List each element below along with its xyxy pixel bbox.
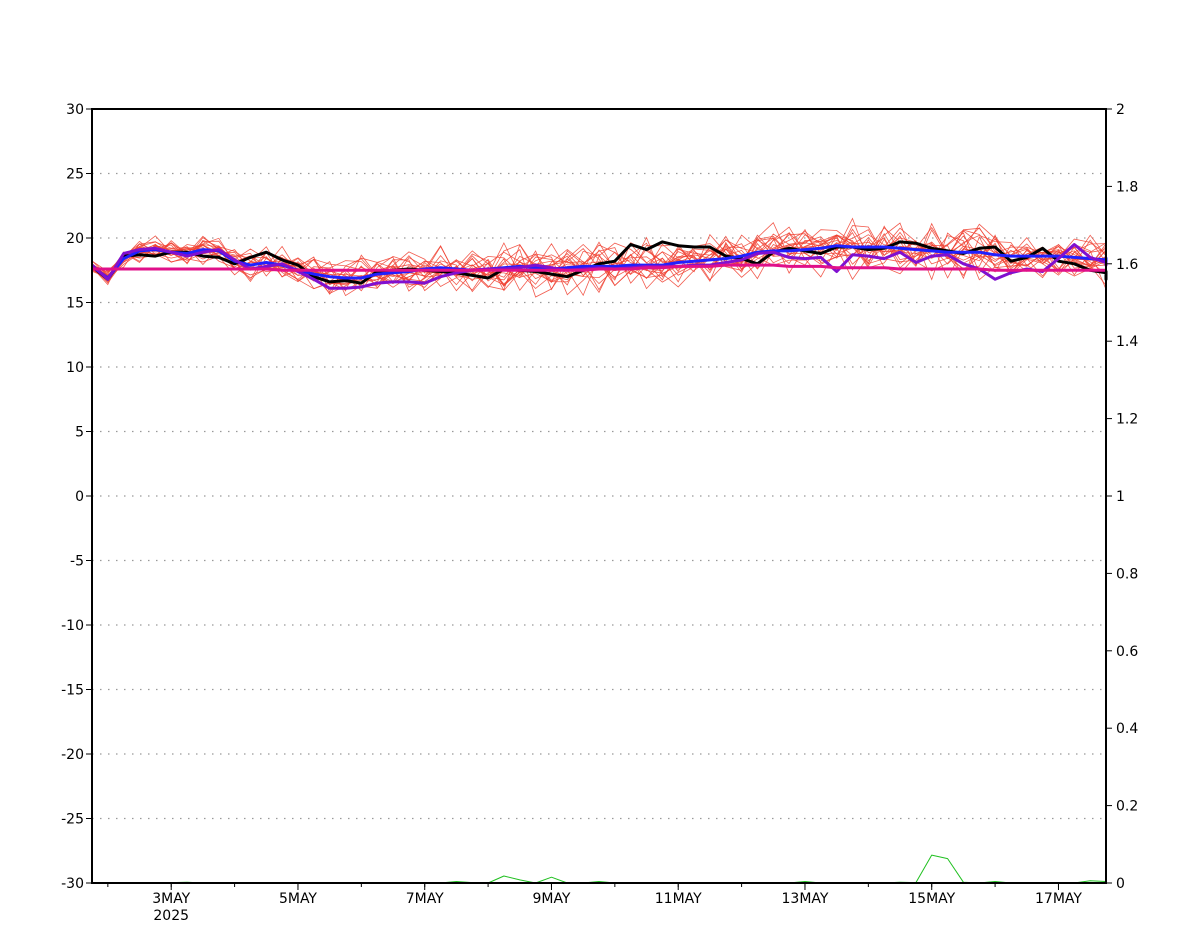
x-axis: 3MAY 5MAY 7MAY 9MAY 11MAY 13MAY 15MAY 17MAY 2025: [107, 883, 1082, 924]
x-tick-label: 5MAY: [279, 891, 317, 907]
y-right-tick-label: 0.4: [1116, 721, 1138, 737]
y-left-tick-label: -10: [61, 618, 84, 634]
ensemble-member-line: [91, 222, 1107, 292]
x-tick-label: 17MAY: [1035, 891, 1082, 907]
y-left-tick-label: 0: [75, 489, 84, 505]
y-left-tick-label: -30: [61, 876, 84, 892]
series-line-3: [92, 263, 1106, 272]
series-lines: [90, 240, 1108, 884]
y-left-tick-label: -15: [61, 683, 84, 699]
y-right-tick-label: 0.8: [1116, 566, 1138, 582]
x-tick-label: 3MAY: [152, 891, 190, 907]
y-right-tick-label: 1.2: [1116, 412, 1138, 428]
y-right-tick-label: 1: [1116, 489, 1125, 505]
y-left-tick-label: 15: [66, 296, 84, 312]
y-right-tick-label: 2: [1116, 102, 1125, 118]
y-left-tick-label: 25: [66, 167, 84, 183]
y-left-tick-label: 30: [66, 102, 84, 118]
ensemble-member-line: [91, 235, 1107, 292]
y-left-tick-label: 10: [66, 360, 84, 376]
left-axis: 30 25 20 15 10 5 0 -5 -10 -15 -20 -25 -30: [61, 102, 92, 892]
x-tick-label: 7MAY: [406, 891, 444, 907]
y-left-tick-label: -5: [70, 554, 84, 570]
series-line-4: [92, 854, 1107, 884]
y-left-tick-label: 5: [75, 425, 84, 441]
x-tick-label: 11MAY: [655, 891, 702, 907]
x-tick-label: 15MAY: [908, 891, 955, 907]
series-line-1: [91, 244, 1108, 280]
x-year-label: 2025: [153, 908, 189, 924]
y-left-tick-label: -20: [61, 747, 84, 763]
x-tick-label: 9MAY: [532, 891, 570, 907]
y-right-tick-label: 0: [1116, 876, 1125, 892]
y-left-tick-label: 20: [66, 231, 84, 247]
y-right-tick-label: 0.6: [1116, 644, 1138, 660]
right-axis: 2 1.8 1.6 1.4 1.2 1 0.8 0.6 0.4 0.2 0: [1106, 102, 1138, 892]
y-right-tick-label: 1.6: [1116, 257, 1138, 273]
x-tick-label: 13MAY: [782, 891, 829, 907]
y-right-tick-label: 1.8: [1116, 179, 1138, 195]
y-right-tick-label: 0.2: [1116, 799, 1138, 815]
grid-lines: [92, 172, 1106, 820]
y-right-tick-label: 1.4: [1116, 334, 1138, 350]
series-line-0: [91, 240, 1108, 285]
y-left-tick-label: -25: [61, 812, 84, 828]
